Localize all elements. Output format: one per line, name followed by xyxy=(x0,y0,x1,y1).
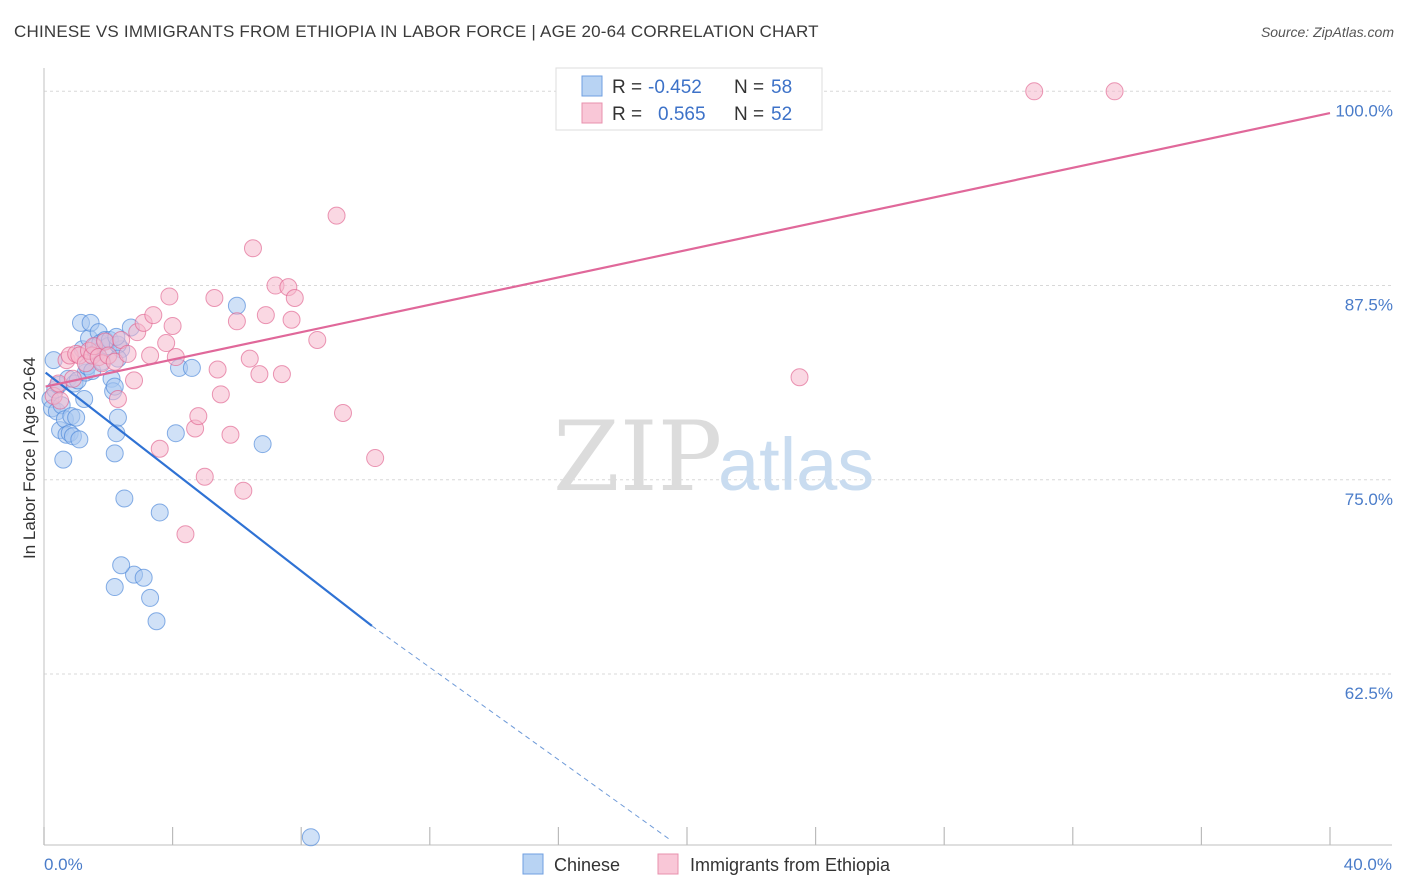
bottom-legend: Chinese Immigrants from Ethiopia xyxy=(522,853,891,875)
ethiopia-point xyxy=(125,371,144,390)
ethiopia-point xyxy=(157,334,176,353)
chinese-point xyxy=(227,296,246,315)
watermark-zip: ZIP xyxy=(553,401,722,513)
y-tick-labels: 62.5% 75.0% 87.5% 100.0% xyxy=(1335,101,1393,703)
chinese-trend-line xyxy=(44,371,373,627)
legend-r-value-chinese: -0.452 xyxy=(648,77,702,98)
legend-swatch-chinese xyxy=(581,75,603,97)
chinese-point xyxy=(166,424,185,443)
chinese-point xyxy=(141,588,160,607)
ethiopia-point xyxy=(108,390,127,409)
chinese-point xyxy=(108,408,127,427)
x-tick-label-min: 0.0% xyxy=(44,855,83,874)
ethiopia-point xyxy=(240,349,259,368)
legend-n-label-ethiopia: N = xyxy=(734,104,764,125)
chinese-point xyxy=(70,430,89,449)
y-tick-label: 100.0% xyxy=(1335,101,1393,120)
legend-r-label-ethiopia: R = xyxy=(612,104,642,125)
chinese-point xyxy=(301,828,320,847)
ethiopia-point xyxy=(1105,82,1124,101)
ethiopia-point xyxy=(221,425,240,444)
ethiopia-point xyxy=(208,360,227,379)
chinese-point xyxy=(150,503,169,522)
bottom-legend-label-ethiopia: Immigrants from Ethiopia xyxy=(690,855,891,875)
bottom-legend-label-chinese: Chinese xyxy=(554,855,620,875)
chinese-trend-extension xyxy=(371,625,672,841)
ethiopia-point xyxy=(150,439,169,458)
y-tick-label: 62.5% xyxy=(1345,684,1393,703)
ethiopia-point xyxy=(51,391,70,410)
chinese-point xyxy=(115,489,134,508)
ethiopia-point xyxy=(282,310,301,329)
ethiopia-point xyxy=(195,467,214,486)
ethiopia-trend-line xyxy=(45,111,1331,388)
ethiopia-point xyxy=(790,368,809,387)
chinese-point xyxy=(112,556,131,575)
legend-r-label-chinese: R = xyxy=(612,77,642,98)
y-tick-label: 87.5% xyxy=(1345,296,1393,315)
ethiopia-point xyxy=(308,330,327,349)
legend-n-label-chinese: N = xyxy=(734,77,764,98)
ethiopia-point xyxy=(285,288,304,307)
bottom-legend-swatch-chinese xyxy=(522,853,544,875)
ethiopia-point xyxy=(234,481,253,500)
legend-swatch-ethiopia xyxy=(581,102,603,124)
bottom-legend-swatch-ethiopia xyxy=(657,853,679,875)
chinese-point xyxy=(105,578,124,597)
chinese-point xyxy=(54,450,73,469)
ethiopia-point xyxy=(205,288,224,307)
chinese-point xyxy=(75,390,94,409)
ethiopia-point xyxy=(243,239,262,258)
chinese-point xyxy=(67,408,86,427)
ethiopia-point xyxy=(176,525,195,544)
chinese-point xyxy=(253,435,272,454)
ethiopia-point xyxy=(118,344,137,363)
legend: R = -0.452 N = 58 R = 0.565 N = 52 xyxy=(555,67,823,131)
x-tick-label-max: 40.0% xyxy=(1344,855,1392,874)
ethiopia-point xyxy=(250,365,269,384)
grid-lines xyxy=(44,90,1392,675)
legend-n-value-ethiopia: 52 xyxy=(771,104,792,125)
ethiopia-point xyxy=(272,365,291,384)
x-ticks xyxy=(43,827,1331,845)
y-tick-label: 75.0% xyxy=(1345,490,1393,509)
ethiopia-point xyxy=(227,312,246,331)
ethiopia-point xyxy=(160,287,179,306)
ethiopia-point xyxy=(256,306,275,325)
ethiopia-point xyxy=(141,346,160,365)
ethiopia-point xyxy=(1025,82,1044,101)
watermark: ZIP atlas xyxy=(553,401,874,513)
axes xyxy=(43,68,1392,846)
source-credit: Source: ZipAtlas.com xyxy=(1260,24,1394,40)
ethiopia-point xyxy=(189,407,208,426)
legend-r-value-ethiopia: 0.565 xyxy=(658,104,706,125)
chinese-point xyxy=(182,358,201,377)
chinese-point xyxy=(105,444,124,463)
chinese-point xyxy=(147,612,166,631)
ethiopia-point xyxy=(366,449,385,468)
ethiopia-point xyxy=(163,316,182,335)
legend-n-value-chinese: 58 xyxy=(771,77,792,98)
trend-lines xyxy=(44,111,1331,841)
ethiopia-point xyxy=(327,206,346,225)
ethiopia-point xyxy=(211,385,230,404)
chinese-point xyxy=(134,568,153,587)
chart-title: CHINESE VS IMMIGRANTS FROM ETHIOPIA IN L… xyxy=(14,22,819,41)
watermark-atlas: atlas xyxy=(718,423,874,506)
ethiopia-point xyxy=(144,306,163,325)
ethiopia-point xyxy=(333,403,352,422)
series-ethiopia-points xyxy=(44,82,1124,544)
y-axis-label: In Labor Force | Age 20-64 xyxy=(20,357,39,559)
